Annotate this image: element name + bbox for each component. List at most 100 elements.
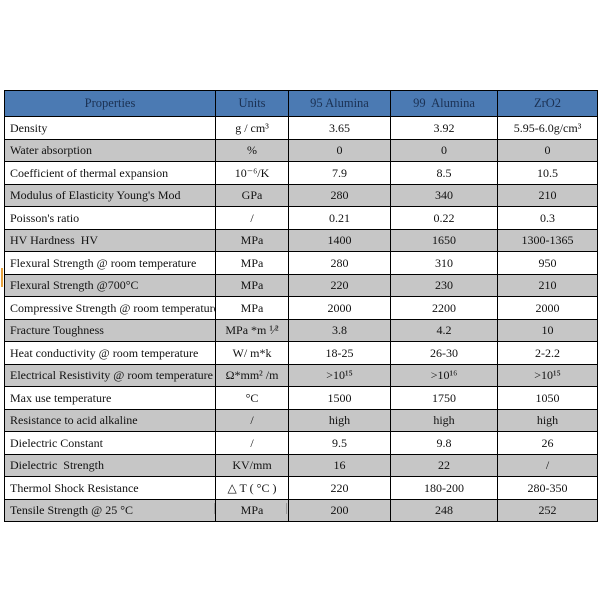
value-cell-95-alumina: 9.5 bbox=[288, 431, 391, 455]
table-row-water-absorption: Water absorption % 0 0 0 bbox=[4, 138, 598, 162]
unit-cell: MPa bbox=[215, 228, 289, 252]
value-cell-zro2: / bbox=[497, 453, 598, 477]
value-cell-zro2: 2000 bbox=[497, 296, 598, 320]
property-cell: Flexural Strength @700°C bbox=[4, 273, 216, 297]
value-cell-99-alumina: 1650 bbox=[390, 228, 498, 252]
value-cell-zro2: 26 bbox=[497, 431, 598, 455]
value-cell-zro2: 252 bbox=[497, 498, 598, 522]
value-cell-95-alumina: 280 bbox=[288, 183, 391, 207]
value-cell-95-alumina: 280 bbox=[288, 251, 391, 275]
table-row-compressive-strength: Compressive Strength @ room temperature … bbox=[4, 296, 598, 320]
value-cell-95-alumina: 3.65 bbox=[288, 116, 391, 140]
property-cell: Density bbox=[4, 116, 216, 140]
header-properties: Properties bbox=[4, 90, 216, 117]
value-cell-zro2: 0.3 bbox=[497, 206, 598, 230]
unit-cell: W/ m*k bbox=[215, 341, 289, 365]
unit-cell: / bbox=[215, 431, 289, 455]
table-row-dielectric-strength: Dielectric Strength KV/mm 16 22 / bbox=[4, 453, 598, 477]
unit-cell: / bbox=[215, 206, 289, 230]
value-cell-99-alumina: 26-30 bbox=[390, 341, 498, 365]
value-cell-99-alumina: 2200 bbox=[390, 296, 498, 320]
value-cell-99-alumina: 230 bbox=[390, 273, 498, 297]
value-cell-99-alumina: 1750 bbox=[390, 386, 498, 410]
table-row-heat-conductivity: Heat conductivity @ room temperature W/ … bbox=[4, 341, 598, 365]
table-row-poissons-ratio: Poisson's ratio / 0.21 0.22 0.3 bbox=[4, 206, 598, 230]
value-cell-zro2: 1050 bbox=[497, 386, 598, 410]
value-cell-zro2: 2-2.2 bbox=[497, 341, 598, 365]
value-cell-zro2: 950 bbox=[497, 251, 598, 275]
property-cell: Poisson's ratio bbox=[4, 206, 216, 230]
value-cell-99-alumina: 22 bbox=[390, 453, 498, 477]
value-cell-95-alumina: 2000 bbox=[288, 296, 391, 320]
unit-cell: MPa *m ¹⁄² bbox=[215, 318, 289, 342]
unit-cell: MPa bbox=[215, 498, 289, 522]
value-cell-95-alumina: 16 bbox=[288, 453, 391, 477]
value-cell-zro2: 280-350 bbox=[497, 476, 598, 500]
table-row-thermal-shock-resistance: Thermol Shock Resistance △ T ( °C ) 220 … bbox=[4, 476, 598, 500]
value-cell-zro2: 210 bbox=[497, 183, 598, 207]
property-cell: Water absorption bbox=[4, 138, 216, 162]
property-cell: Thermol Shock Resistance bbox=[4, 476, 216, 500]
property-cell: HV Hardness HV bbox=[4, 228, 216, 252]
unit-cell: MPa bbox=[215, 296, 289, 320]
value-cell-99-alumina: 4.2 bbox=[390, 318, 498, 342]
cursor-artifact bbox=[1, 268, 3, 287]
unit-cell: MPa bbox=[215, 251, 289, 275]
value-cell-99-alumina: >10¹⁶ bbox=[390, 363, 498, 387]
table-row-density: Density g / cm³ 3.65 3.92 5.95-6.0g/cm³ bbox=[4, 116, 598, 140]
unit-cell: GPa bbox=[215, 183, 289, 207]
table-border-stub bbox=[286, 503, 287, 514]
property-cell: Fracture Toughness bbox=[4, 318, 216, 342]
unit-cell: KV/mm bbox=[215, 453, 289, 477]
table-row-flexural-strength-room: Flexural Strength @ room temperature MPa… bbox=[4, 251, 598, 275]
header-99-alumina: 99 Alumina bbox=[390, 90, 498, 117]
value-cell-zro2: 10 bbox=[497, 318, 598, 342]
table-row-acid-alkaline-resistance: Resistance to acid alkaline / high high … bbox=[4, 408, 598, 432]
table-row-max-use-temperature: Max use temperature °C 1500 1750 1050 bbox=[4, 386, 598, 410]
value-cell-95-alumina: 7.9 bbox=[288, 161, 391, 185]
unit-cell: °C bbox=[215, 386, 289, 410]
property-cell: Max use temperature bbox=[4, 386, 216, 410]
table-row-tensile-strength: Tensile Strength @ 25 °C MPa 200 248 252 bbox=[4, 498, 598, 522]
value-cell-95-alumina: 220 bbox=[288, 476, 391, 500]
value-cell-95-alumina: 0 bbox=[288, 138, 391, 162]
value-cell-95-alumina: 200 bbox=[288, 498, 391, 522]
table-row-flexural-strength-700c: Flexural Strength @700°C MPa 220 230 210 bbox=[4, 273, 598, 297]
value-cell-zro2: 1300-1365 bbox=[497, 228, 598, 252]
header-95-alumina: 95 Alumina bbox=[288, 90, 391, 117]
value-cell-zro2: high bbox=[497, 408, 598, 432]
value-cell-zro2: 10.5 bbox=[497, 161, 598, 185]
value-cell-99-alumina: 248 bbox=[390, 498, 498, 522]
property-cell: Tensile Strength @ 25 °C bbox=[4, 498, 216, 522]
value-cell-95-alumina: 1400 bbox=[288, 228, 391, 252]
property-cell: Coefficient of thermal expansion bbox=[4, 161, 216, 185]
value-cell-95-alumina: 0.21 bbox=[288, 206, 391, 230]
property-cell: Heat conductivity @ room temperature bbox=[4, 341, 216, 365]
value-cell-zro2: 0 bbox=[497, 138, 598, 162]
property-cell: Modulus of Elasticity Young's Mod bbox=[4, 183, 216, 207]
value-cell-99-alumina: 9.8 bbox=[390, 431, 498, 455]
header-row: Properties Units 95 Alumina 99 Alumina Z… bbox=[4, 90, 598, 117]
property-cell: Electrical Resistivity @ room temperatur… bbox=[4, 363, 216, 387]
unit-cell: g / cm³ bbox=[215, 116, 289, 140]
property-cell: Resistance to acid alkaline bbox=[4, 408, 216, 432]
unit-cell: △ T ( °C ) bbox=[215, 476, 289, 500]
value-cell-zro2: 210 bbox=[497, 273, 598, 297]
table-row-fracture-toughness: Fracture Toughness MPa *m ¹⁄² 3.8 4.2 10 bbox=[4, 318, 598, 342]
property-cell: Flexural Strength @ room temperature bbox=[4, 251, 216, 275]
value-cell-95-alumina: 18-25 bbox=[288, 341, 391, 365]
value-cell-zro2: 5.95-6.0g/cm³ bbox=[497, 116, 598, 140]
unit-cell: 10⁻⁶/K bbox=[215, 161, 289, 185]
table-border-stub bbox=[214, 503, 215, 514]
unit-cell: Ω*mm² /m bbox=[215, 363, 289, 387]
property-cell: Compressive Strength @ room temperature bbox=[4, 296, 216, 320]
property-cell: Dielectric Strength bbox=[4, 453, 216, 477]
value-cell-99-alumina: 0 bbox=[390, 138, 498, 162]
table-row-electrical-resistivity: Electrical Resistivity @ room temperatur… bbox=[4, 363, 598, 387]
value-cell-99-alumina: 180-200 bbox=[390, 476, 498, 500]
table-row-youngs-modulus: Modulus of Elasticity Young's Mod GPa 28… bbox=[4, 183, 598, 207]
table-row-thermal-expansion: Coefficient of thermal expansion 10⁻⁶/K … bbox=[4, 161, 598, 185]
property-cell: Dielectric Constant bbox=[4, 431, 216, 455]
value-cell-99-alumina: high bbox=[390, 408, 498, 432]
